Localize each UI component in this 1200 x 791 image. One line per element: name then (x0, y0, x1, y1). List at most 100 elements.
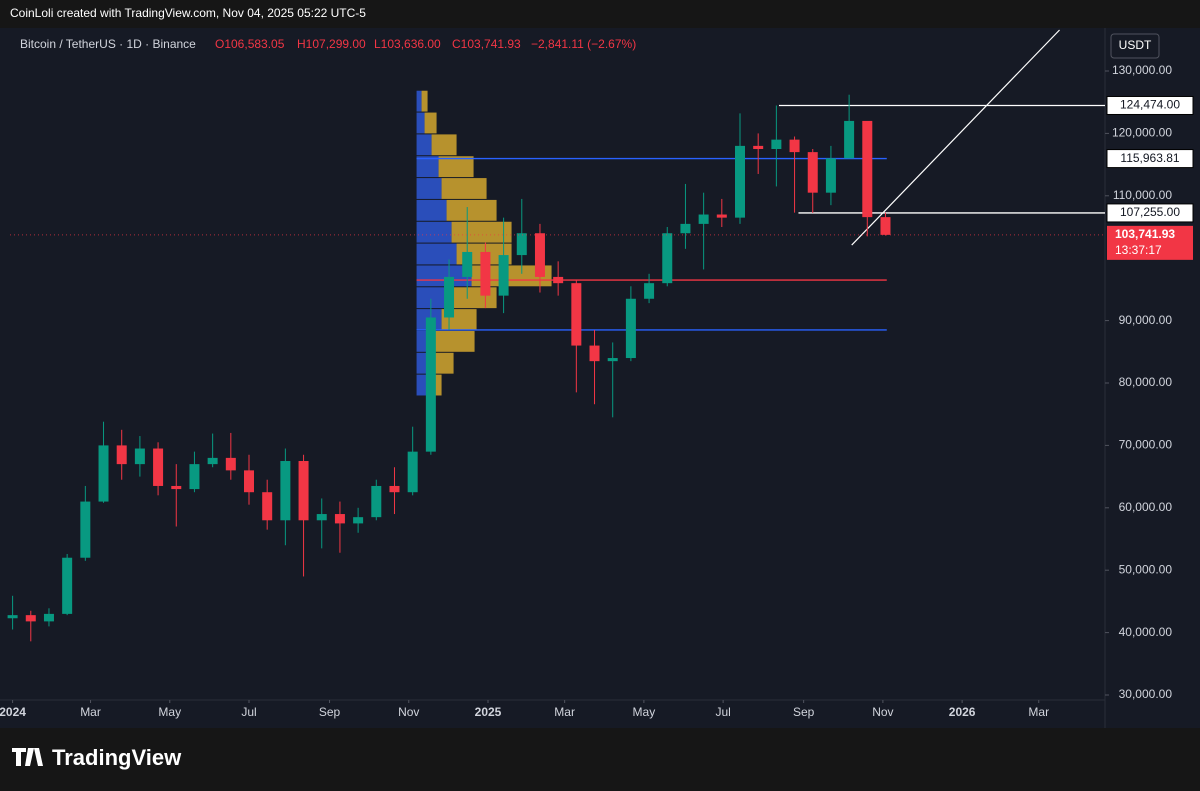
x-tick-label: Jul (715, 705, 730, 719)
last-price-box (1107, 225, 1193, 260)
profile-buy (416, 156, 439, 178)
currency-box[interactable] (1110, 33, 1160, 59)
profile-buy (416, 221, 452, 243)
ohlc: H107,299.00 (297, 37, 366, 51)
countdown: 13:37:17 (1115, 243, 1162, 257)
x-tick-label: 2026 (949, 705, 976, 719)
candle-body (43, 613, 54, 622)
y-tick-label: 110,000.00 (1113, 188, 1172, 202)
x-tick-label: Mar (554, 705, 575, 719)
logo-icon (12, 748, 43, 766)
candle-body (625, 298, 636, 359)
candle-body (680, 223, 691, 234)
candle-body (480, 251, 491, 296)
candle-body (698, 214, 709, 224)
profile-buy (416, 265, 472, 287)
level-label: 124,474.00 (1120, 98, 1180, 112)
candle-body (498, 255, 509, 296)
profile-sell (471, 265, 552, 287)
candle-body (462, 251, 473, 277)
profile-sell (438, 156, 474, 178)
x-tick-label: Nov (872, 705, 893, 719)
profile-buy (416, 90, 422, 112)
profile-buy (416, 352, 429, 374)
profile-buy (416, 178, 442, 199)
profile-sell (421, 90, 428, 112)
candle-body (825, 158, 836, 193)
profile-buy (416, 134, 432, 156)
ohlc: −2,841.11 (−2.67%) (531, 37, 636, 51)
profile-sell (434, 330, 475, 352)
candle-body (353, 517, 364, 524)
candle-body (298, 461, 309, 521)
candle-body (25, 615, 36, 622)
candle-body (644, 283, 655, 299)
candle-body (189, 464, 200, 490)
candle-body (589, 345, 600, 362)
candle-body (862, 120, 873, 218)
candle-body (153, 448, 164, 486)
profile-buy (416, 199, 447, 221)
x-tick-label: 2025 (475, 705, 502, 719)
candle-body (389, 485, 400, 493)
candle-body (244, 470, 255, 493)
x-tick-label: May (633, 705, 656, 719)
candle-body (207, 457, 218, 465)
x-tick-label: 2024 (0, 705, 26, 719)
profile-sell (446, 199, 497, 221)
profile-buy (416, 243, 457, 265)
candle-body (262, 492, 273, 521)
candle-body (134, 448, 145, 465)
candle-body (444, 276, 455, 318)
chart-panel (0, 28, 1200, 728)
profile-buy (416, 112, 425, 134)
profile-sell (424, 112, 437, 134)
candle-body (553, 276, 564, 284)
level-label: 107,255.00 (1120, 205, 1180, 219)
ohlc: L103,636.00 (374, 37, 441, 51)
candle-body (334, 514, 345, 524)
candle-body (116, 445, 127, 465)
candle-body (407, 451, 418, 493)
y-tick-label: 120,000.00 (1112, 126, 1172, 140)
ohlc: O106,583.05 (215, 37, 285, 51)
profile-buy (416, 287, 452, 309)
candle-body (534, 233, 545, 277)
candle-body (425, 317, 436, 452)
y-tick-label: 40,000.00 (1119, 625, 1173, 639)
candle-body (80, 501, 91, 558)
candle-body (662, 233, 673, 284)
profile-sell (451, 221, 512, 243)
candle-body (316, 514, 327, 521)
level-label-box (1106, 95, 1194, 115)
profile-buy (416, 374, 427, 396)
candle-body (280, 461, 291, 521)
x-tick-label: Jul (241, 705, 256, 719)
x-tick-label: Mar (80, 705, 101, 719)
y-tick-label: 80,000.00 (1119, 375, 1173, 389)
candle-body (807, 152, 818, 193)
candle-body (571, 283, 582, 346)
level-label-box (1106, 149, 1194, 169)
level-label-box (1106, 203, 1194, 223)
candle-body (607, 358, 618, 362)
candle-body (789, 139, 800, 153)
symbol: Bitcoin / TetherUS · 1D · Binance (20, 37, 196, 51)
candle-body (516, 233, 527, 256)
candle-body (371, 485, 382, 518)
y-tick-label: 130,000.00 (1112, 63, 1172, 77)
candle-body (735, 145, 745, 218)
y-tick-label: 30,000.00 (1119, 687, 1173, 701)
y-tick-label: 60,000.00 (1119, 500, 1173, 514)
level-label: 115,963.81 (1120, 151, 1179, 165)
last-price-label: 103,741.93 (1115, 227, 1175, 241)
candle-body (844, 120, 855, 159)
profile-sell (431, 134, 457, 156)
x-tick-label: Nov (398, 705, 419, 719)
x-tick-label: Sep (319, 705, 341, 719)
x-tick-label: May (158, 705, 181, 719)
currency[interactable]: USDT (1119, 38, 1152, 52)
candle-body (62, 557, 73, 614)
y-tick-label: 90,000.00 (1119, 313, 1173, 327)
